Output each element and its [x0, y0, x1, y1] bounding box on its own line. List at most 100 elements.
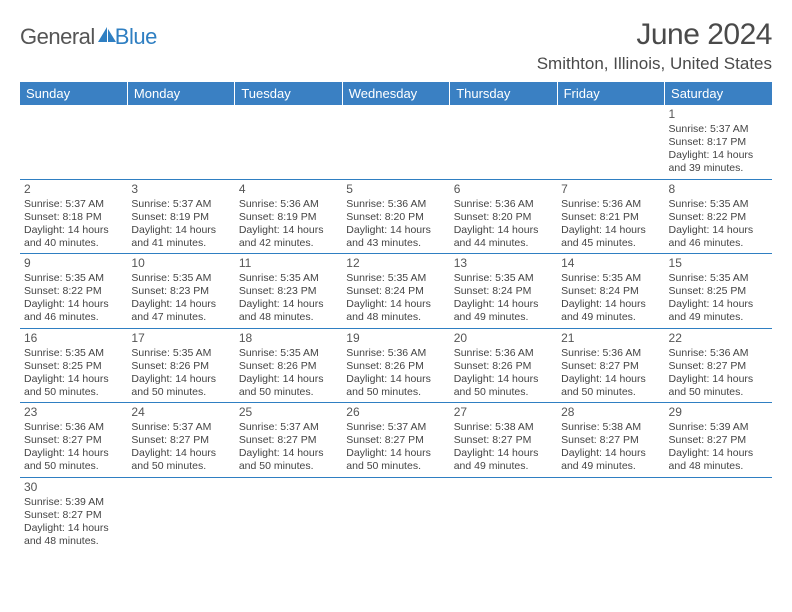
daylight-line: Daylight: 14 hours and 46 minutes.: [669, 224, 768, 250]
sunrise-line: Sunrise: 5:35 AM: [454, 272, 553, 285]
sunset-line: Sunset: 8:27 PM: [669, 434, 768, 447]
day-number: 27: [454, 405, 553, 420]
day-number: 17: [131, 331, 230, 346]
sunset-line: Sunset: 8:23 PM: [239, 285, 338, 298]
calendar-cell: 11Sunrise: 5:35 AMSunset: 8:23 PMDayligh…: [235, 254, 342, 329]
sunset-line: Sunset: 8:27 PM: [669, 360, 768, 373]
calendar-cell: 9Sunrise: 5:35 AMSunset: 8:22 PMDaylight…: [20, 254, 127, 329]
sunrise-line: Sunrise: 5:35 AM: [669, 198, 768, 211]
sunrise-line: Sunrise: 5:35 AM: [561, 272, 660, 285]
sunset-line: Sunset: 8:25 PM: [669, 285, 768, 298]
calendar-cell-empty: [665, 477, 772, 551]
calendar-cell: 19Sunrise: 5:36 AMSunset: 8:26 PMDayligh…: [342, 328, 449, 403]
day-number: 22: [669, 331, 768, 346]
calendar-cell: 28Sunrise: 5:38 AMSunset: 8:27 PMDayligh…: [557, 403, 664, 478]
calendar-cell: 18Sunrise: 5:35 AMSunset: 8:26 PMDayligh…: [235, 328, 342, 403]
sunset-line: Sunset: 8:27 PM: [239, 434, 338, 447]
daylight-line: Daylight: 14 hours and 50 minutes.: [131, 447, 230, 473]
sail-icon: [97, 24, 117, 50]
sunrise-line: Sunrise: 5:35 AM: [239, 347, 338, 360]
sunrise-line: Sunrise: 5:36 AM: [454, 198, 553, 211]
daylight-line: Daylight: 14 hours and 40 minutes.: [24, 224, 123, 250]
sunset-line: Sunset: 8:27 PM: [561, 360, 660, 373]
calendar-cell: 4Sunrise: 5:36 AMSunset: 8:19 PMDaylight…: [235, 179, 342, 254]
calendar-cell: 8Sunrise: 5:35 AMSunset: 8:22 PMDaylight…: [665, 179, 772, 254]
sunset-line: Sunset: 8:19 PM: [131, 211, 230, 224]
daylight-line: Daylight: 14 hours and 41 minutes.: [131, 224, 230, 250]
daylight-line: Daylight: 14 hours and 49 minutes.: [669, 298, 768, 324]
logo-text-general: General: [20, 24, 95, 50]
calendar-row: 1Sunrise: 5:37 AMSunset: 8:17 PMDaylight…: [20, 105, 772, 179]
day-number: 14: [561, 256, 660, 271]
daylight-line: Daylight: 14 hours and 50 minutes.: [239, 373, 338, 399]
sunrise-line: Sunrise: 5:37 AM: [346, 421, 445, 434]
day-number: 18: [239, 331, 338, 346]
sunset-line: Sunset: 8:22 PM: [669, 211, 768, 224]
sunrise-line: Sunrise: 5:36 AM: [669, 347, 768, 360]
calendar-row: 2Sunrise: 5:37 AMSunset: 8:18 PMDaylight…: [20, 179, 772, 254]
calendar-cell-empty: [235, 477, 342, 551]
weekday-header: Wednesday: [342, 82, 449, 105]
daylight-line: Daylight: 14 hours and 39 minutes.: [669, 149, 768, 175]
sunrise-line: Sunrise: 5:37 AM: [131, 198, 230, 211]
day-number: 12: [346, 256, 445, 271]
day-number: 11: [239, 256, 338, 271]
weekday-header: Monday: [127, 82, 234, 105]
calendar-body: 1Sunrise: 5:37 AMSunset: 8:17 PMDaylight…: [20, 105, 772, 551]
calendar-cell: 13Sunrise: 5:35 AMSunset: 8:24 PMDayligh…: [450, 254, 557, 329]
calendar-cell: 23Sunrise: 5:36 AMSunset: 8:27 PMDayligh…: [20, 403, 127, 478]
calendar-cell: 24Sunrise: 5:37 AMSunset: 8:27 PMDayligh…: [127, 403, 234, 478]
calendar-cell: 12Sunrise: 5:35 AMSunset: 8:24 PMDayligh…: [342, 254, 449, 329]
calendar-row: 23Sunrise: 5:36 AMSunset: 8:27 PMDayligh…: [20, 403, 772, 478]
daylight-line: Daylight: 14 hours and 50 minutes.: [24, 373, 123, 399]
calendar-cell-empty: [20, 105, 127, 179]
title-block: June 2024 Smithton, Illinois, United Sta…: [537, 18, 772, 74]
header: General Blue June 2024 Smithton, Illinoi…: [20, 18, 772, 74]
sunset-line: Sunset: 8:27 PM: [24, 509, 123, 522]
daylight-line: Daylight: 14 hours and 50 minutes.: [24, 447, 123, 473]
sunset-line: Sunset: 8:25 PM: [24, 360, 123, 373]
sunset-line: Sunset: 8:26 PM: [346, 360, 445, 373]
sunrise-line: Sunrise: 5:35 AM: [239, 272, 338, 285]
daylight-line: Daylight: 14 hours and 48 minutes.: [346, 298, 445, 324]
calendar-cell: 30Sunrise: 5:39 AMSunset: 8:27 PMDayligh…: [20, 477, 127, 551]
day-number: 19: [346, 331, 445, 346]
sunrise-line: Sunrise: 5:36 AM: [346, 347, 445, 360]
sunset-line: Sunset: 8:19 PM: [239, 211, 338, 224]
calendar-cell: 27Sunrise: 5:38 AMSunset: 8:27 PMDayligh…: [450, 403, 557, 478]
sunset-line: Sunset: 8:20 PM: [346, 211, 445, 224]
daylight-line: Daylight: 14 hours and 49 minutes.: [561, 447, 660, 473]
daylight-line: Daylight: 14 hours and 49 minutes.: [454, 447, 553, 473]
daylight-line: Daylight: 14 hours and 50 minutes.: [454, 373, 553, 399]
daylight-line: Daylight: 14 hours and 50 minutes.: [561, 373, 660, 399]
day-number: 9: [24, 256, 123, 271]
logo: General Blue: [20, 18, 157, 50]
sunset-line: Sunset: 8:21 PM: [561, 211, 660, 224]
calendar-cell: 14Sunrise: 5:35 AMSunset: 8:24 PMDayligh…: [557, 254, 664, 329]
weekday-header: Friday: [557, 82, 664, 105]
day-number: 16: [24, 331, 123, 346]
sunset-line: Sunset: 8:22 PM: [24, 285, 123, 298]
calendar-cell: 1Sunrise: 5:37 AMSunset: 8:17 PMDaylight…: [665, 105, 772, 179]
weekday-header: Thursday: [450, 82, 557, 105]
daylight-line: Daylight: 14 hours and 50 minutes.: [239, 447, 338, 473]
day-number: 4: [239, 182, 338, 197]
daylight-line: Daylight: 14 hours and 47 minutes.: [131, 298, 230, 324]
calendar-page: General Blue June 2024 Smithton, Illinoi…: [0, 0, 792, 551]
sunrise-line: Sunrise: 5:37 AM: [669, 123, 768, 136]
daylight-line: Daylight: 14 hours and 45 minutes.: [561, 224, 660, 250]
daylight-line: Daylight: 14 hours and 48 minutes.: [24, 522, 123, 548]
calendar-row: 30Sunrise: 5:39 AMSunset: 8:27 PMDayligh…: [20, 477, 772, 551]
calendar-cell: 25Sunrise: 5:37 AMSunset: 8:27 PMDayligh…: [235, 403, 342, 478]
day-number: 2: [24, 182, 123, 197]
calendar-cell-empty: [127, 105, 234, 179]
day-number: 30: [24, 480, 123, 495]
sunrise-line: Sunrise: 5:35 AM: [24, 272, 123, 285]
sunset-line: Sunset: 8:27 PM: [24, 434, 123, 447]
calendar-cell: 20Sunrise: 5:36 AMSunset: 8:26 PMDayligh…: [450, 328, 557, 403]
calendar-cell-empty: [127, 477, 234, 551]
daylight-line: Daylight: 14 hours and 44 minutes.: [454, 224, 553, 250]
calendar-cell: 21Sunrise: 5:36 AMSunset: 8:27 PMDayligh…: [557, 328, 664, 403]
sunrise-line: Sunrise: 5:36 AM: [561, 347, 660, 360]
sunset-line: Sunset: 8:27 PM: [346, 434, 445, 447]
